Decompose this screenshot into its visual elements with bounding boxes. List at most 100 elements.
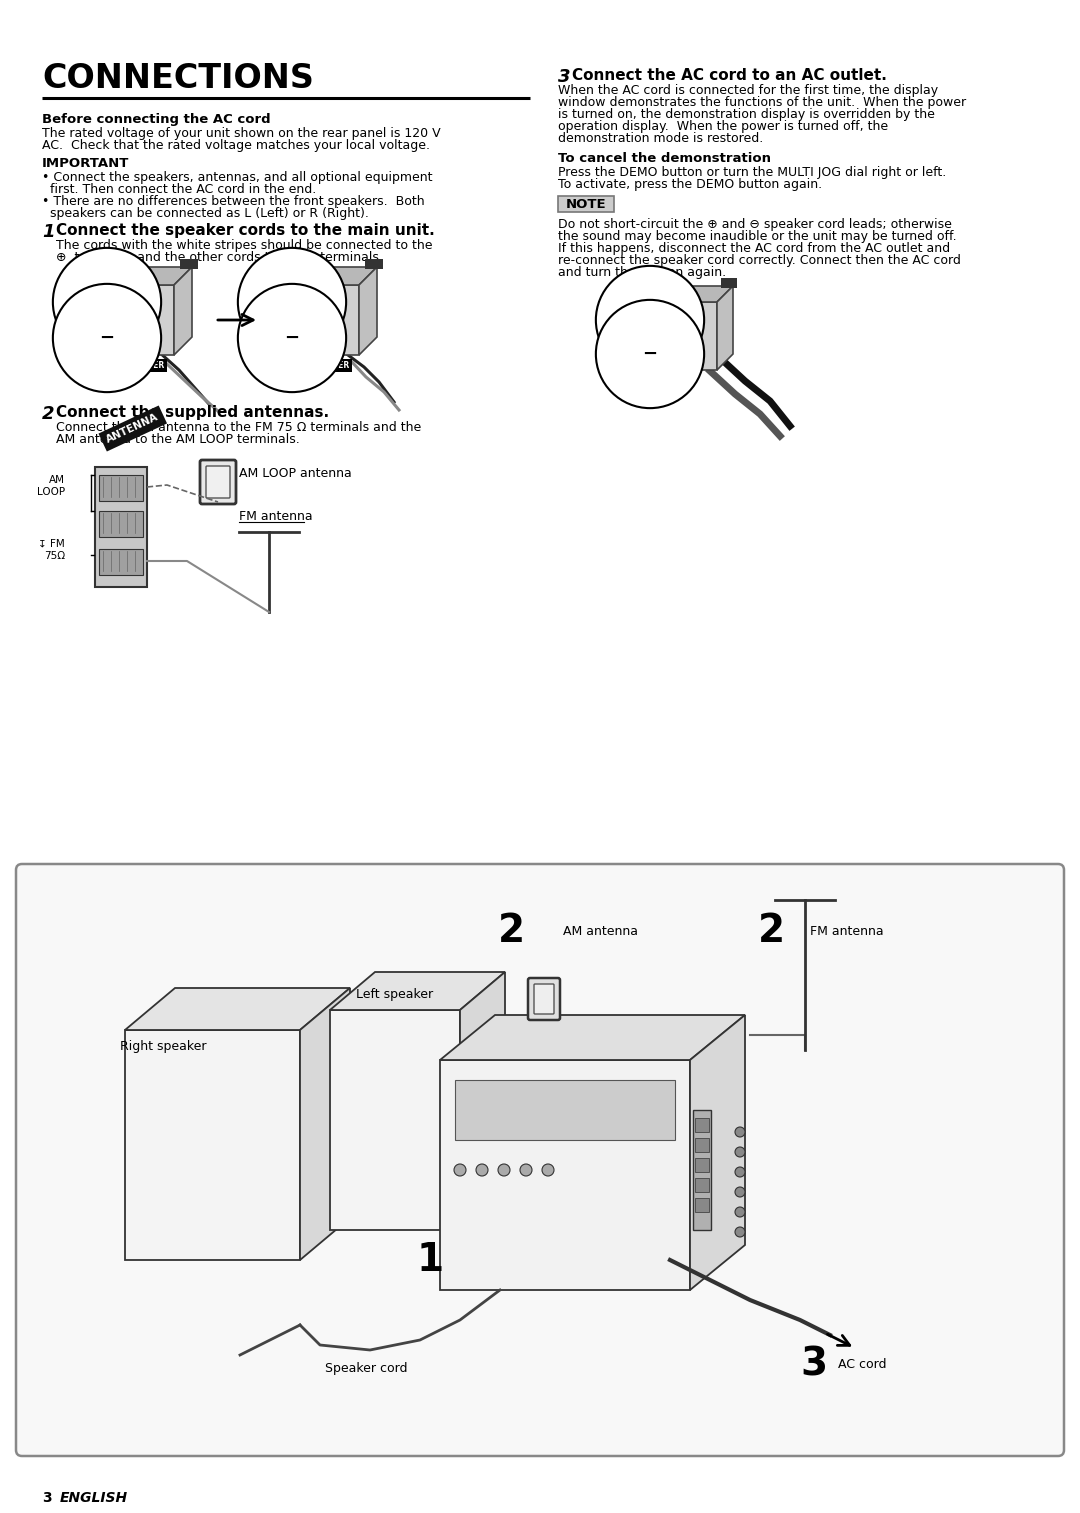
Text: Before connecting the AC cord: Before connecting the AC cord bbox=[42, 113, 271, 126]
Text: re-connect the speaker cord correctly. Connect then the AC cord: re-connect the speaker cord correctly. C… bbox=[558, 254, 961, 266]
FancyBboxPatch shape bbox=[528, 977, 561, 1020]
Text: 2: 2 bbox=[498, 912, 525, 950]
Bar bbox=[721, 278, 737, 287]
Text: The rated voltage of your unit shown on the rear panel is 120 V: The rated voltage of your unit shown on … bbox=[42, 127, 441, 141]
Bar bbox=[95, 468, 147, 587]
Text: ANTENNA: ANTENNA bbox=[105, 412, 161, 445]
FancyBboxPatch shape bbox=[206, 466, 230, 498]
Text: FM antenna: FM antenna bbox=[239, 510, 312, 523]
Circle shape bbox=[476, 1163, 488, 1176]
Polygon shape bbox=[125, 1030, 300, 1260]
Circle shape bbox=[735, 1167, 745, 1177]
Circle shape bbox=[542, 1163, 554, 1176]
Circle shape bbox=[735, 1188, 745, 1197]
Polygon shape bbox=[440, 1061, 690, 1291]
Polygon shape bbox=[690, 1015, 745, 1291]
FancyBboxPatch shape bbox=[534, 983, 554, 1014]
Bar bbox=[683, 328, 697, 340]
Bar bbox=[137, 310, 153, 324]
Text: AM antenna: AM antenna bbox=[563, 924, 638, 938]
Bar bbox=[180, 259, 198, 269]
Bar bbox=[137, 330, 153, 343]
Polygon shape bbox=[663, 286, 733, 303]
Bar bbox=[99, 511, 143, 537]
Text: 3: 3 bbox=[800, 1345, 827, 1383]
Text: the sound may become inaudible or the unit may be turned off.: the sound may become inaudible or the un… bbox=[558, 230, 957, 244]
Text: Left speaker: Left speaker bbox=[356, 988, 433, 1002]
Text: operation display.  When the power is turned off, the: operation display. When the power is tur… bbox=[558, 120, 888, 133]
Polygon shape bbox=[359, 266, 377, 356]
Polygon shape bbox=[174, 266, 192, 356]
Text: The cords with the white stripes should be connected to the: The cords with the white stripes should … bbox=[56, 239, 432, 253]
Text: Do not short-circuit the ⊕ and ⊖ speaker cord leads; otherwise: Do not short-circuit the ⊕ and ⊖ speaker… bbox=[558, 218, 951, 231]
Bar bbox=[322, 310, 338, 324]
Polygon shape bbox=[460, 971, 505, 1230]
Circle shape bbox=[735, 1227, 745, 1238]
Text: AM
LOOP: AM LOOP bbox=[37, 475, 65, 496]
Text: ⊕  terminals and the other cords to the ⊖ terminals.: ⊕ terminals and the other cords to the ⊖… bbox=[56, 251, 383, 263]
Text: AM antenna to the AM LOOP terminals.: AM antenna to the AM LOOP terminals. bbox=[56, 433, 300, 446]
Circle shape bbox=[735, 1127, 745, 1136]
FancyBboxPatch shape bbox=[558, 197, 615, 212]
Text: AM LOOP antenna: AM LOOP antenna bbox=[239, 468, 352, 480]
Text: CONNECTIONS: CONNECTIONS bbox=[42, 62, 314, 95]
Polygon shape bbox=[330, 1011, 460, 1230]
Text: SPEAKER: SPEAKER bbox=[125, 362, 164, 371]
Circle shape bbox=[735, 1207, 745, 1216]
Bar bbox=[696, 1138, 708, 1151]
Bar bbox=[322, 290, 338, 304]
Text: If this happens, disconnect the AC cord from the AC outlet and: If this happens, disconnect the AC cord … bbox=[558, 242, 950, 256]
Text: is turned on, the demonstration display is overridden by the: is turned on, the demonstration display … bbox=[558, 107, 935, 121]
Circle shape bbox=[519, 1163, 532, 1176]
Polygon shape bbox=[663, 303, 717, 371]
Text: 1: 1 bbox=[42, 222, 54, 241]
Text: 1: 1 bbox=[417, 1241, 444, 1278]
Text: first. Then connect the AC cord in the end.: first. Then connect the AC cord in the e… bbox=[42, 183, 316, 197]
Polygon shape bbox=[330, 971, 505, 1011]
Text: +: + bbox=[99, 294, 114, 312]
Text: FM antenna: FM antenna bbox=[810, 924, 883, 938]
Text: −: − bbox=[99, 328, 114, 346]
Text: • Connect the speakers, antennas, and all optional equipment: • Connect the speakers, antennas, and al… bbox=[42, 171, 432, 185]
Polygon shape bbox=[717, 286, 733, 371]
Bar bbox=[365, 259, 383, 269]
Bar bbox=[683, 309, 697, 321]
Text: +: + bbox=[284, 294, 299, 312]
Bar bbox=[99, 475, 143, 501]
Text: Speaker cord: Speaker cord bbox=[325, 1362, 407, 1375]
Polygon shape bbox=[301, 266, 377, 284]
Text: NOTE: NOTE bbox=[566, 198, 606, 210]
Text: +: + bbox=[643, 312, 658, 328]
Text: and turn the unit on again.: and turn the unit on again. bbox=[558, 266, 726, 278]
Text: Connect the FM antenna to the FM 75 Ω terminals and the: Connect the FM antenna to the FM 75 Ω te… bbox=[56, 421, 421, 434]
Text: window demonstrates the functions of the unit.  When the power: window demonstrates the functions of the… bbox=[558, 95, 967, 109]
Text: 2: 2 bbox=[758, 912, 785, 950]
Bar bbox=[99, 549, 143, 575]
Text: 3: 3 bbox=[558, 68, 570, 86]
Text: SPEAKER: SPEAKER bbox=[310, 362, 350, 371]
Text: AC cord: AC cord bbox=[838, 1359, 887, 1371]
Bar bbox=[683, 350, 697, 362]
Text: ENGLISH: ENGLISH bbox=[60, 1490, 129, 1505]
Bar bbox=[322, 330, 338, 343]
Text: −: − bbox=[643, 345, 658, 363]
Text: IMPORTANT: IMPORTANT bbox=[42, 157, 130, 169]
Text: Press the DEMO button or turn the MULTI JOG dial right or left.: Press the DEMO button or turn the MULTI … bbox=[558, 166, 946, 179]
Bar bbox=[693, 1111, 711, 1230]
Text: 2: 2 bbox=[42, 405, 54, 424]
Circle shape bbox=[498, 1163, 510, 1176]
Polygon shape bbox=[300, 988, 350, 1260]
Polygon shape bbox=[440, 1015, 745, 1061]
FancyBboxPatch shape bbox=[16, 864, 1064, 1456]
Text: Connect the supplied antennas.: Connect the supplied antennas. bbox=[56, 405, 329, 421]
Text: demonstration mode is restored.: demonstration mode is restored. bbox=[558, 132, 764, 145]
Text: To activate, press the DEMO button again.: To activate, press the DEMO button again… bbox=[558, 179, 822, 191]
Text: Right speaker: Right speaker bbox=[120, 1039, 206, 1053]
Text: To cancel the demonstration: To cancel the demonstration bbox=[558, 151, 771, 165]
Circle shape bbox=[735, 1147, 745, 1157]
Circle shape bbox=[454, 1163, 465, 1176]
Text: AC.  Check that the rated voltage matches your local voltage.: AC. Check that the rated voltage matches… bbox=[42, 139, 430, 151]
Text: 3: 3 bbox=[42, 1490, 52, 1505]
Text: Connect the AC cord to an AC outlet.: Connect the AC cord to an AC outlet. bbox=[572, 68, 887, 83]
Bar bbox=[137, 290, 153, 304]
